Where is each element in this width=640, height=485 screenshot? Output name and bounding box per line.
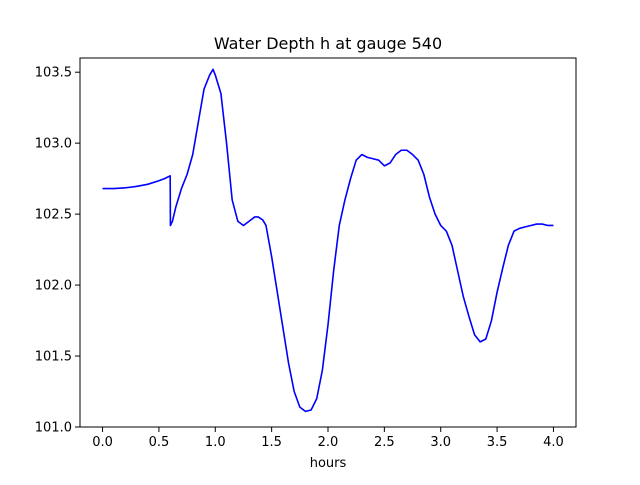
x-tick-label: 1.5 — [261, 435, 282, 450]
x-tick-label: 3.5 — [487, 435, 508, 450]
x-tick-label: 0.5 — [149, 435, 170, 450]
y-tick-label: 101.5 — [35, 350, 72, 365]
y-axis: 101.0 101.5 102.0 102.5 103.0 103.5 — [35, 66, 80, 436]
y-tick-label: 103.0 — [35, 137, 72, 152]
x-axis-label: hours — [310, 456, 347, 471]
x-tick-label: 4.0 — [543, 435, 564, 450]
x-tick-label: 2.0 — [318, 435, 339, 450]
x-tick-label: 0.0 — [92, 435, 113, 450]
y-tick-label: 101.0 — [35, 421, 72, 436]
y-tick-label: 102.5 — [35, 208, 72, 223]
chart-title: Water Depth h at gauge 540 — [214, 34, 442, 53]
y-tick-label: 102.0 — [35, 279, 72, 294]
series-line-water-depth — [102, 68, 554, 413]
plot-frame — [79, 57, 577, 428]
x-tick-label: 2.5 — [374, 435, 395, 450]
y-tick-label: 103.5 — [35, 66, 72, 81]
x-tick-label: 3.0 — [430, 435, 451, 450]
x-axis: 0.0 0.5 1.0 1.5 2.0 2.5 3.0 3.5 4.0 — [92, 427, 564, 450]
x-tick-label: 1.0 — [205, 435, 226, 450]
